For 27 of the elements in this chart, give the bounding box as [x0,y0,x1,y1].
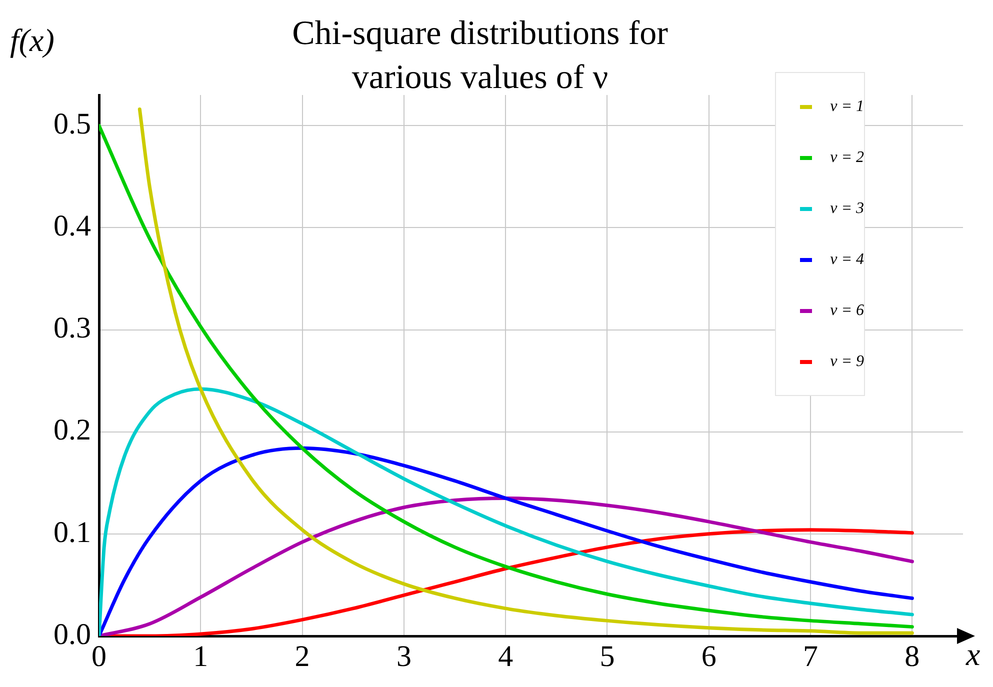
y-tick-label: 0.0 [54,618,91,651]
y-tick-label: 0.1 [54,516,91,549]
legend-label: ν = 9 [830,352,864,370]
chart-title: Chi-square distributions for various values of ν [291,14,669,98]
x-tick-label: 8 [904,640,920,673]
x-tick-label: 1 [193,640,208,673]
x-tick-label: 6 [701,640,716,673]
legend-label: ν = 2 [830,148,864,166]
y-tick-label: 0.3 [54,312,91,345]
line-series [99,496,914,636]
x-tick-label: 3 [396,640,412,673]
x-tick-label: 5 [600,640,615,673]
x-tick-label: 2 [294,640,310,673]
y-tick-label: 0.4 [54,210,91,243]
legend-label: ν = 6 [830,302,864,320]
x-tick-label: 0 [92,640,106,673]
y-tick-label: 0.2 [54,414,91,447]
x-tick-label: 4 [498,640,514,673]
x-tick-label: 7 [803,640,818,673]
legend-label: ν = 1 [830,98,864,116]
line-series [99,387,914,636]
x-axis-title: x [966,636,980,673]
legend-label: ν = 3 [830,200,864,218]
legend-label: ν = 4 [830,250,864,268]
y-axis-title: f(x) [10,22,54,59]
y-tick-label: 0.5 [54,108,91,140]
line-series [99,446,914,636]
